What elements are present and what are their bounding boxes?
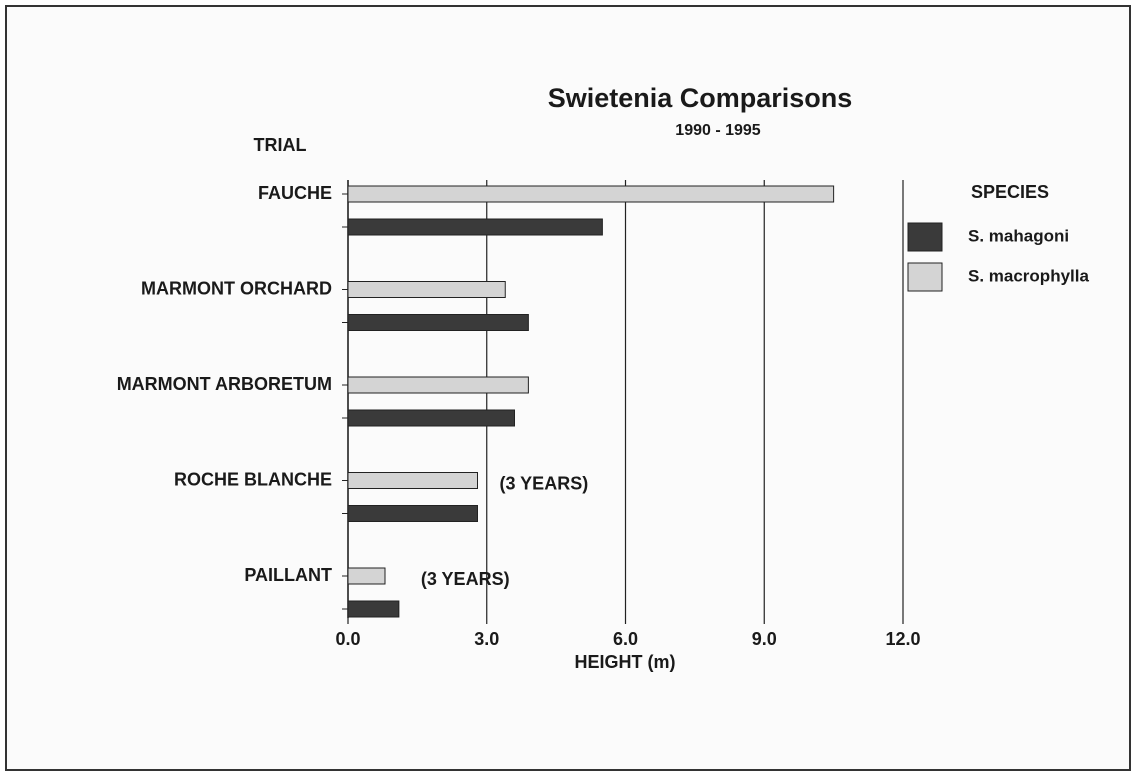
y-tick-label: ROCHE BLANCHE bbox=[174, 469, 332, 489]
bar bbox=[347, 314, 529, 331]
chart-subtitle: 1990 - 1995 bbox=[675, 122, 761, 139]
bar bbox=[347, 567, 386, 585]
bar bbox=[347, 281, 506, 298]
frame bbox=[5, 5, 1131, 771]
x-tick-label: 12.0 bbox=[885, 629, 920, 649]
bar bbox=[347, 600, 400, 618]
x-tick-label: 3.0 bbox=[474, 629, 499, 649]
bar bbox=[347, 409, 515, 427]
legend-label: S. mahagoni bbox=[968, 226, 1069, 245]
bar bbox=[347, 376, 529, 394]
y-tick-label: FAUCHE bbox=[258, 183, 332, 203]
y-axis-label: TRIAL bbox=[254, 135, 307, 155]
bar bbox=[347, 218, 603, 236]
x-tick-label: 6.0 bbox=[613, 629, 638, 649]
x-tick-label: 9.0 bbox=[752, 629, 777, 649]
y-tick-label: MARMONT ARBORETUM bbox=[117, 374, 332, 394]
chart-title: Swietenia Comparisons bbox=[548, 83, 853, 113]
annotation: (3 YEARS) bbox=[421, 569, 510, 589]
x-tick-label: 0.0 bbox=[335, 629, 360, 649]
legend-swatch bbox=[907, 222, 943, 252]
annotation: (3 YEARS) bbox=[500, 473, 589, 493]
y-tick-label: MARMONT ORCHARD bbox=[141, 278, 332, 298]
y-tick-label: PAILLANT bbox=[244, 565, 332, 585]
bar bbox=[347, 472, 478, 489]
legend-title: SPECIES bbox=[971, 182, 1049, 202]
legend-label: S. macrophylla bbox=[968, 266, 1089, 285]
bar bbox=[347, 505, 478, 522]
bar bbox=[347, 185, 835, 203]
x-axis-label: HEIGHT (m) bbox=[575, 652, 676, 672]
legend-swatch bbox=[907, 262, 943, 292]
